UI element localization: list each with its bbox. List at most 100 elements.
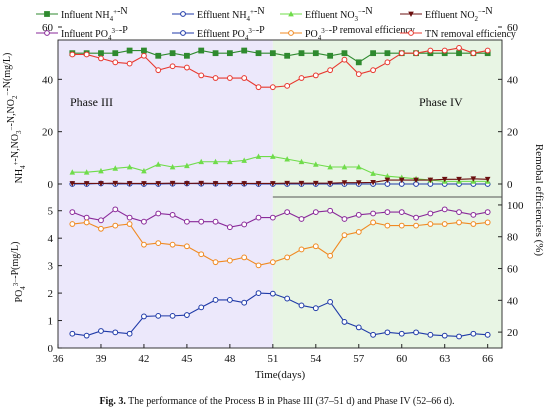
bottom-s2-point <box>427 221 434 227</box>
legend-label: Effluent NH4+-N <box>197 6 265 23</box>
x-tick-label: 42 <box>138 353 149 365</box>
legend-swatch-marker <box>180 11 186 17</box>
bottom-s1-point <box>413 329 419 336</box>
top-yr-tick-label: 40 <box>507 74 519 86</box>
bottom-yr-tick-label: 40 <box>507 295 519 307</box>
bottom-s1-point <box>83 332 90 339</box>
right-y-axis-title: Remobal efficiencies (%) <box>533 144 545 257</box>
top-s2-point <box>270 153 276 159</box>
legend-swatch-marker <box>44 11 50 17</box>
top-s2-point <box>112 165 119 171</box>
top-s4-point <box>413 50 419 57</box>
top-s0-point <box>169 50 176 57</box>
bottom-y-tick-label: 1 <box>48 316 54 328</box>
bottom-s0-point <box>312 209 319 216</box>
top-y-tick-label: 40 <box>42 74 54 86</box>
legend-label: Effluent PO43−-P <box>197 25 265 42</box>
bottom-s1-point <box>141 313 147 320</box>
legend-swatch-marker <box>288 30 294 36</box>
bottom-s0-point <box>212 218 219 225</box>
bottom-s0-point <box>341 216 348 222</box>
bottom-s1-point <box>398 330 405 337</box>
bottom-s0-point <box>327 207 334 214</box>
bottom-s0-point <box>141 218 147 225</box>
top-yr-tick-label: 60 <box>507 22 519 34</box>
x-tick-label: 66 <box>482 353 494 365</box>
bottom-s0-point <box>298 216 305 222</box>
top-s0-point <box>269 50 276 57</box>
top-s3-point <box>241 181 247 187</box>
x-tick-label: 60 <box>396 353 408 365</box>
x-tick-label: 39 <box>95 353 107 365</box>
top-s3-point <box>298 180 305 187</box>
bottom-y-tick-label: 4 <box>48 233 54 245</box>
top-s0-point <box>184 52 190 59</box>
top-s0-point <box>226 50 233 57</box>
bottom-s1-point <box>69 330 76 337</box>
phase-iv-background <box>272 40 502 348</box>
top-y-tick-label: 0 <box>48 179 54 191</box>
top-s4-point <box>241 75 248 81</box>
bottom-s2-point <box>83 219 90 226</box>
top-s3-point <box>184 181 190 187</box>
top-s2-line <box>72 155 488 182</box>
top-s3-point <box>284 180 290 187</box>
bottom-s0-point <box>112 206 119 213</box>
top-s4-point <box>298 75 305 81</box>
top-s0-point <box>126 47 133 54</box>
top-s4-point <box>184 64 190 71</box>
legend-swatch-marker <box>44 30 50 36</box>
bottom-s0-point <box>484 209 491 216</box>
bottom-s1-point <box>341 319 348 325</box>
bottom-y-tick-label: 3 <box>48 261 54 273</box>
legend-swatch-marker <box>288 11 294 17</box>
top-s0-point <box>298 50 305 57</box>
top-s3-point <box>341 180 348 186</box>
bottom-s1-point <box>112 329 119 336</box>
x-tick-label: 57 <box>353 353 365 365</box>
bottom-s1-point <box>355 324 362 331</box>
top-s4-point <box>398 50 405 57</box>
top-s0-point <box>355 59 362 66</box>
top-s4-point <box>169 63 176 70</box>
bottom-s0-point <box>269 214 276 221</box>
bottom-s2-point <box>212 259 219 266</box>
top-s4-point <box>370 67 376 74</box>
top-s3-series <box>69 176 491 187</box>
bottom-s1-point <box>312 305 319 312</box>
top-s2-point <box>313 161 319 167</box>
legend-item: Effluent PO43−-P <box>172 25 265 42</box>
top-s2-point <box>198 158 205 165</box>
x-tick-label: 48 <box>224 353 236 365</box>
top-s4-point <box>456 45 462 51</box>
bottom-y-tick-label: 5 <box>48 206 54 218</box>
bottom-s0-point <box>198 218 205 225</box>
top-s0-point <box>98 50 104 57</box>
legend-item: Effluent NO3−-N <box>280 6 373 23</box>
top-s3-point <box>355 180 362 186</box>
top-s3-point <box>327 180 333 187</box>
bottom-s1-point <box>212 297 219 303</box>
top-y-tick-label: 60 <box>42 22 54 34</box>
top-s4-point <box>341 56 348 63</box>
bottom-y-tick-label: 2 <box>48 288 54 300</box>
top-s3-point <box>413 177 419 184</box>
bottom-s2-point <box>269 259 276 266</box>
top-s3-point <box>198 180 205 187</box>
bottom-s2-point <box>255 262 262 269</box>
x-tick-label: 63 <box>439 353 451 365</box>
axes-frame <box>57 26 503 349</box>
top-s4-point <box>112 59 119 66</box>
top-s3-point <box>126 181 133 187</box>
bottom-s2-point <box>198 251 205 258</box>
top-yr-tick-label: 20 <box>507 127 519 139</box>
top-s0-point <box>284 52 291 59</box>
top-s3-point <box>169 180 176 187</box>
bottom-s1-point <box>456 333 462 340</box>
bottom-s1-point <box>370 331 376 338</box>
bottom-y-axis-title: PO43−-P(mg/L) <box>10 242 27 303</box>
bottom-yr-tick-label: 100 <box>507 200 524 212</box>
top-s4-point <box>226 75 233 81</box>
